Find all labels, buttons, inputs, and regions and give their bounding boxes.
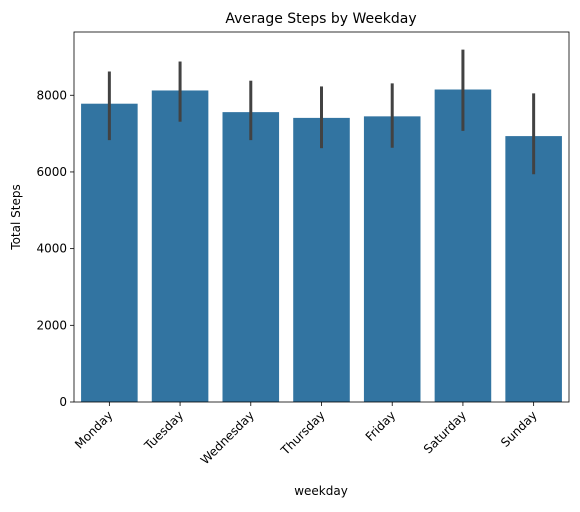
y-tick-label-0: 0 [59,395,67,409]
x-tick-label-saturday: Saturday [421,408,469,456]
y-tick-label-8000: 8000 [36,88,67,102]
bar-saturday [434,89,492,403]
x-tick-label-monday: Monday [72,408,115,451]
bar-monday [81,103,138,403]
bar-friday [363,116,421,403]
error-bars-layer [107,49,536,175]
bar-thursday [293,117,350,402]
x-tick-label-friday: Friday [363,408,399,444]
x-tick-label-wednesday: Wednesday [198,408,257,467]
y-axis-label: Total Steps [9,184,23,250]
x-tick-label-tuesday: Tuesday [141,408,186,453]
y-tick-label-4000: 4000 [36,242,67,256]
bar-sunday [505,136,562,402]
x-axis-label: weekday [294,484,348,498]
bars-layer [81,89,562,403]
y-tick-label-2000: 2000 [36,318,67,332]
bar-tuesday [151,90,209,403]
chart-title: Average Steps by Weekday [225,11,416,27]
y-tick-label-6000: 6000 [36,165,67,179]
bar-wednesday [222,112,280,403]
x-tick-label-thursday: Thursday [278,408,328,458]
x-tick-label-sunday: Sunday [498,408,540,450]
